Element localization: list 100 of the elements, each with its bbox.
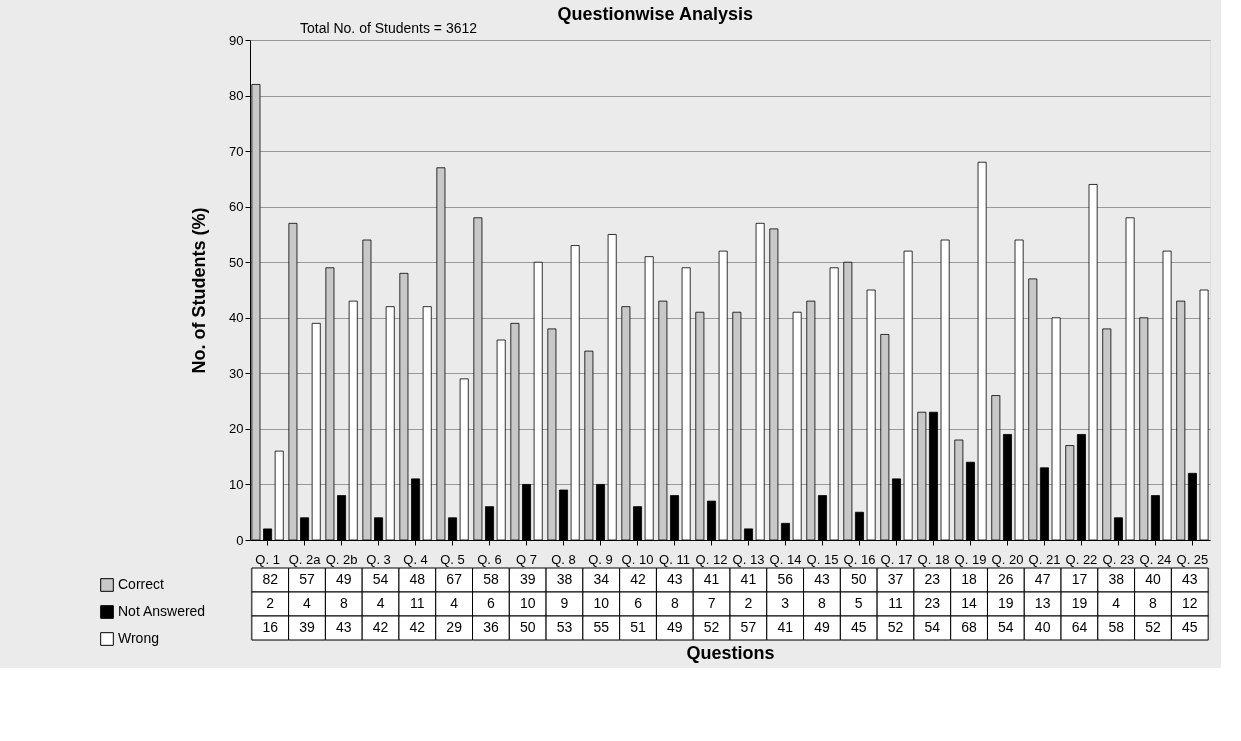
- data-label: 43: [336, 619, 352, 635]
- x-tick-label: Q. 3: [366, 551, 391, 567]
- data-label: 51: [630, 619, 647, 635]
- x-tick-label: Q. 11: [659, 551, 690, 567]
- y-tick-label: 50: [229, 254, 244, 270]
- data-label: 54: [998, 619, 1014, 635]
- data-label: 8: [1149, 595, 1158, 611]
- data-label: 41: [703, 571, 720, 587]
- x-tick-label: Q. 21: [1028, 551, 1061, 567]
- y-tick-label: 90: [229, 32, 244, 48]
- data-label: 43: [667, 571, 683, 587]
- x-tick-label: Q. 16: [843, 551, 876, 567]
- data-label: 43: [1181, 571, 1198, 587]
- data-label: 49: [336, 571, 352, 587]
- data-label: 12: [1181, 595, 1198, 611]
- data-label: 4: [303, 595, 312, 611]
- chart-title: Questionwise Analysis: [557, 3, 753, 24]
- x-tick-label: Q. 23: [1102, 551, 1135, 567]
- data-label: 23: [924, 571, 941, 587]
- x-tick-label: Q. 22: [1065, 551, 1098, 567]
- data-label: 18: [961, 571, 978, 587]
- y-tick-label: 30: [229, 365, 244, 381]
- x-tick-label: Q. 24: [1139, 551, 1172, 567]
- y-tick-label: 10: [229, 476, 244, 492]
- x-tick-label: Q. 5: [440, 551, 465, 567]
- x-tick-label: Q. 17: [880, 551, 913, 567]
- data-label: 49: [667, 619, 683, 635]
- data-label: 3: [781, 595, 790, 611]
- data-label: 39: [519, 571, 536, 587]
- data-label: 48: [409, 571, 426, 587]
- data-label: 26: [998, 571, 1014, 587]
- y-tick-label: 20: [229, 421, 244, 437]
- data-label: 64: [1071, 619, 1088, 635]
- data-label: 53: [556, 619, 573, 635]
- data-label: 37: [887, 571, 904, 587]
- data-label: 36: [483, 619, 499, 635]
- data-label: 40: [1034, 619, 1051, 635]
- data-label: 50: [519, 619, 536, 635]
- x-tick-label: Q. 12: [695, 551, 728, 567]
- data-label: 39: [299, 619, 316, 635]
- data-label: 42: [372, 619, 389, 635]
- x-tick-label: Q. 1: [255, 551, 280, 567]
- data-label: 38: [556, 571, 573, 587]
- y-tick-label: 0: [236, 532, 244, 548]
- data-label: 23: [924, 595, 941, 611]
- y-axis-title: No. of Students (%): [189, 207, 210, 374]
- x-tick-label: Q 7: [516, 551, 538, 567]
- data-label: 11: [410, 595, 425, 611]
- data-label: 40: [1145, 571, 1161, 587]
- data-label: 19: [1071, 595, 1088, 611]
- data-label: 38: [1108, 571, 1125, 587]
- data-label: 6: [634, 595, 643, 611]
- data-label: 50: [850, 571, 867, 587]
- data-label: 19: [998, 595, 1014, 611]
- data-label: 17: [1071, 571, 1088, 587]
- x-tick-label: Q. 19: [954, 551, 987, 567]
- data-label: 8: [670, 595, 679, 611]
- data-label: 4: [450, 595, 459, 611]
- x-tick-label: Q. 10: [621, 551, 654, 567]
- data-label: 57: [299, 571, 316, 587]
- data-label: 54: [372, 571, 389, 587]
- data-label: 52: [1145, 619, 1161, 635]
- data-label: 82: [262, 571, 279, 587]
- text: Total No. of Students = 3612: [300, 20, 478, 36]
- data-label: 29: [446, 619, 463, 635]
- data-label: 10: [519, 595, 536, 611]
- data-label: 5: [854, 595, 863, 611]
- data-label: 34: [593, 571, 610, 587]
- x-tick-label: Q. 20: [991, 551, 1024, 567]
- y-tick-label: 70: [229, 143, 244, 159]
- data-label: 4: [1112, 595, 1121, 611]
- legend-label: Correct: [118, 576, 165, 592]
- data-label: 68: [961, 619, 978, 635]
- x-tick-label: Q. 6: [477, 551, 502, 567]
- data-label: 9: [560, 595, 569, 611]
- data-label: 16: [262, 619, 279, 635]
- data-label: 43: [814, 571, 830, 587]
- y-tick-label: 80: [229, 88, 244, 104]
- data-label: 54: [924, 619, 941, 635]
- data-label: 41: [777, 619, 794, 635]
- x-tick-label: Q. 8: [551, 551, 576, 567]
- data-label: 6: [487, 595, 496, 611]
- y-tick-label: 40: [229, 310, 244, 326]
- data-label: 41: [740, 571, 757, 587]
- x-tick-label: Q. 2a: [288, 551, 322, 567]
- data-label: 4: [376, 595, 385, 611]
- legend-label: Not Answered: [118, 603, 206, 619]
- data-label: 47: [1034, 571, 1051, 587]
- x-axis-title: Questions: [686, 642, 775, 663]
- data-label: 58: [1108, 619, 1125, 635]
- data-label: 8: [339, 595, 348, 611]
- x-tick-label: Q. 18: [917, 551, 950, 567]
- data-label: 56: [777, 571, 794, 587]
- x-tick-label: Q. 13: [732, 551, 765, 567]
- data-label: 55: [593, 619, 610, 635]
- x-tick-label: Q. 9: [588, 551, 613, 567]
- data-label: 8: [818, 595, 827, 611]
- data-label: 57: [740, 619, 757, 635]
- data-label: 7: [707, 595, 716, 611]
- data-label: 42: [630, 571, 647, 587]
